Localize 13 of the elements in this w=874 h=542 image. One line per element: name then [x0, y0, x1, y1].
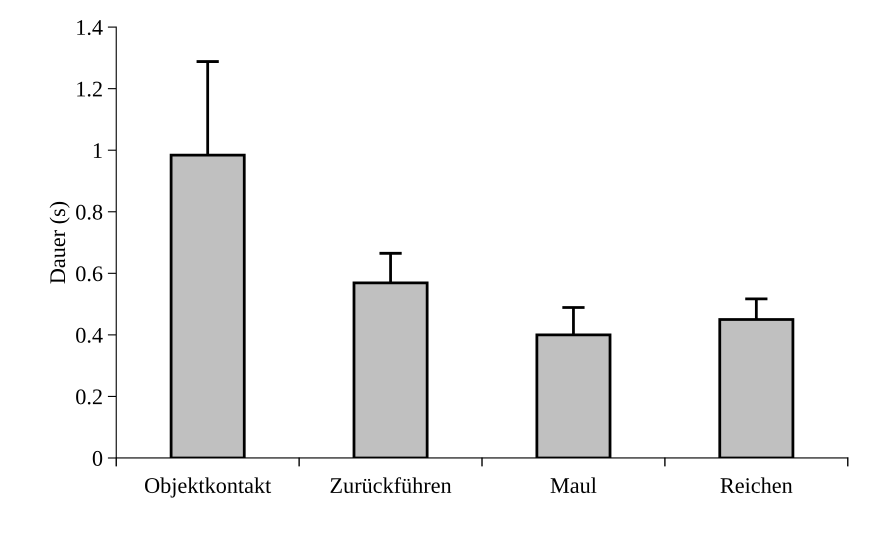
y-tick-label: 1	[94, 143, 102, 158]
y-tick-label: 0.2	[76, 389, 102, 404]
y-axis-title: Dauer (s)	[50, 202, 70, 284]
y-tick-label: 0.4	[76, 328, 103, 343]
x-tick-label: Maul	[550, 477, 596, 494]
x-tick-label: Reichen	[720, 477, 792, 494]
x-tick-label: Zurückführen	[330, 477, 452, 494]
y-tick-label: 0.6	[76, 266, 102, 282]
y-tick-label: 0	[92, 450, 102, 466]
y-tick-label: 1.4	[77, 20, 103, 36]
y-tick-label: 0.8	[76, 204, 102, 220]
y-tick-label: 1.2	[77, 82, 102, 97]
x-tick-label: Objektkontakt	[145, 477, 272, 498]
